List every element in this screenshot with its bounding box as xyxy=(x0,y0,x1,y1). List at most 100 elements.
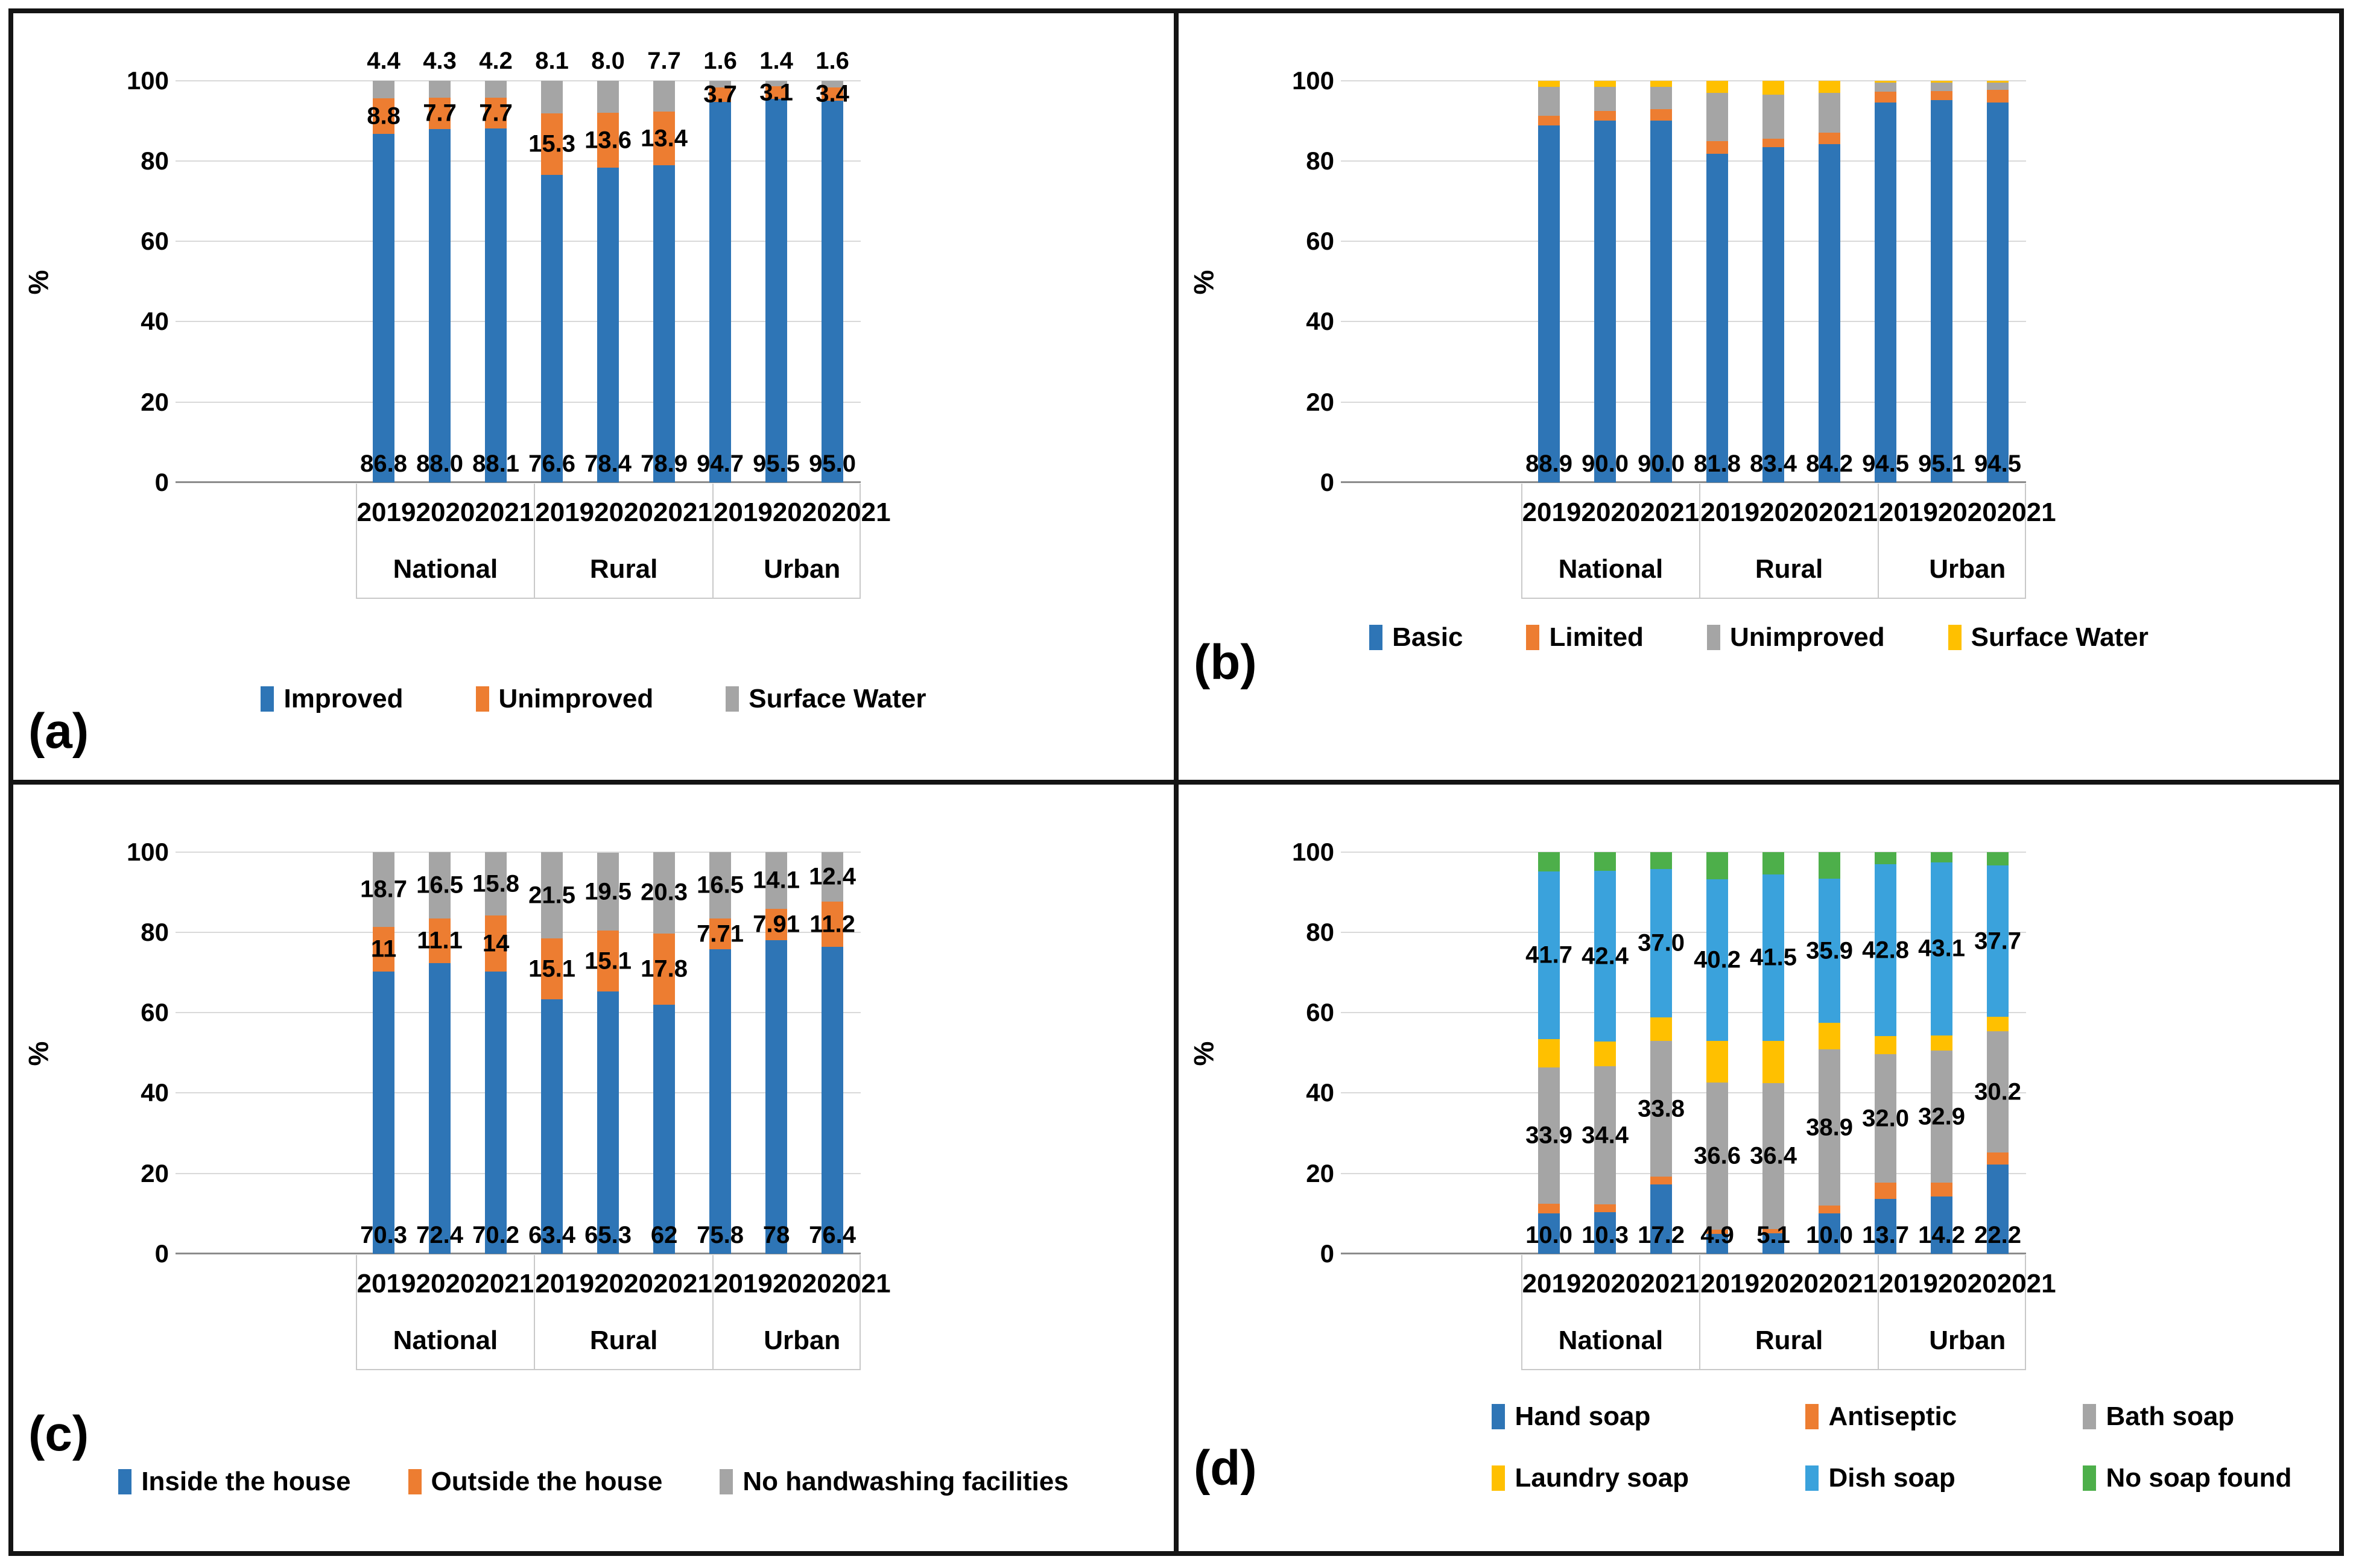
outside-the-house-segment xyxy=(485,915,507,972)
legend-row: Improved Unimproved Surface Water xyxy=(261,684,926,714)
basic-segment xyxy=(1875,103,1896,482)
legend-item: Limited xyxy=(1526,622,1644,653)
data-label: 70.2 xyxy=(472,1222,520,1249)
stacked-bar xyxy=(1987,80,2009,482)
bar-slot: 17.2 33.8 37.0 xyxy=(1633,852,1689,1254)
data-label: 37.7 xyxy=(1974,927,2022,954)
bath-soap-segment xyxy=(1538,1067,1560,1204)
no-handwashing-facilities-segment xyxy=(765,852,787,909)
hand-soap-segment xyxy=(1650,1184,1672,1254)
year-label: 2021 xyxy=(1640,497,1700,527)
outside-the-house-segment xyxy=(653,933,675,1005)
year-row: 2019 2020 2021 xyxy=(714,484,891,540)
panel-c: % 0 20 40 60 80 100 70.3 11 18.7 72.4 11.1 16.5 70.… xyxy=(13,785,1174,1551)
surface-water-segment xyxy=(709,80,731,87)
limited-segment xyxy=(1987,89,2009,103)
y-tick-label: 0 xyxy=(154,1239,169,1268)
data-label: 16.5 xyxy=(416,871,464,899)
data-label: 1.4 xyxy=(759,48,793,75)
no-soap-found-segment xyxy=(1931,852,1952,862)
stacked-bar xyxy=(1650,80,1672,482)
bar-slot: 88.0 7.7 4.3 xyxy=(412,49,468,482)
bar-slot: 14.2 32.9 43.1 xyxy=(1914,852,1970,1254)
legend-swatch xyxy=(2083,1465,2097,1491)
data-label: 8.0 xyxy=(591,48,625,75)
outside-the-house-segment xyxy=(373,927,394,972)
legend-row: Basic Limited Unimproved Surface Water xyxy=(1369,622,2149,653)
antiseptic-segment xyxy=(1987,1152,2009,1165)
y-tick-label: 60 xyxy=(141,998,169,1027)
bar-slot: 88.9 xyxy=(1521,80,1577,482)
data-label: 78 xyxy=(762,1222,790,1249)
antiseptic-segment xyxy=(1538,1203,1560,1214)
outside-the-house-segment xyxy=(429,918,451,963)
y-tick-label: 20 xyxy=(141,1159,169,1187)
no-handwashing-facilities-segment xyxy=(485,852,507,916)
year-row: 2019 2020 2021 xyxy=(535,1255,712,1312)
bath-soap-segment xyxy=(1762,1083,1784,1230)
laundry-soap-segment xyxy=(1987,1016,2009,1031)
stacked-bar xyxy=(597,852,619,1254)
laundry-soap-segment xyxy=(1650,1017,1672,1041)
year-row: 2019 2020 2021 xyxy=(357,484,534,540)
hand-soap-segment xyxy=(1762,1233,1784,1254)
panel-d: % 0 20 40 60 80 100 10.0 33.9 41.7 10.3 34.4 42.4 1… xyxy=(1179,785,2339,1551)
unimproved-segment xyxy=(709,87,731,103)
stacked-bar xyxy=(1819,80,1840,482)
limited-segment xyxy=(1875,91,1896,103)
axis-group-cell: 2019 2020 2021 Urban xyxy=(1877,484,2056,598)
y-axis-title: % xyxy=(1188,270,1220,295)
bar-slot: 78 7.91 14.1 xyxy=(749,852,805,1254)
year-label: 2021 xyxy=(1819,1268,1878,1298)
y-tick-label: 80 xyxy=(1306,147,1335,175)
bar-slot: 94.5 xyxy=(1858,80,1914,482)
laundry-soap-segment xyxy=(1538,1038,1560,1067)
stacked-bar xyxy=(1538,80,1560,482)
legend-label: Improved xyxy=(283,684,404,714)
year-label: 2019 xyxy=(1878,1268,1938,1298)
legend-swatch xyxy=(1492,1465,1506,1491)
year-row: 2019 2020 2021 xyxy=(1522,484,1700,540)
stacked-bar xyxy=(1819,852,1840,1254)
surface-water-segment xyxy=(822,80,843,87)
y-tick-label: 60 xyxy=(141,227,169,256)
legend-item: Basic xyxy=(1369,622,1463,653)
y-tick-label: 40 xyxy=(141,307,169,336)
inside-the-house-segment xyxy=(429,963,451,1254)
stacked-bar xyxy=(485,852,507,1254)
bar-slot: 10.3 34.4 42.4 xyxy=(1577,852,1633,1254)
legend-item: Bath soap xyxy=(2083,1402,2234,1432)
panel-b: % 0 20 40 60 80 100 88.9 90.0 90.0 81.8 83.4 84.2 9… xyxy=(1179,13,2339,780)
bar-slot: 95.1 xyxy=(1914,80,1970,482)
y-axis-title: % xyxy=(1188,1041,1220,1066)
basic-segment xyxy=(1594,121,1616,482)
surface-water-segment xyxy=(1538,80,1560,87)
year-label: 2020 xyxy=(1759,1268,1819,1298)
data-label: 78.9 xyxy=(641,450,688,478)
hand-soap-segment xyxy=(1594,1212,1616,1254)
gridline xyxy=(1341,1172,2026,1174)
antiseptic-segment xyxy=(1819,1205,1840,1214)
no-soap-found-segment xyxy=(1538,852,1560,871)
no-handwashing-facilities-segment xyxy=(541,852,563,939)
gridline xyxy=(1341,160,2026,162)
data-label: 8.1 xyxy=(535,48,569,75)
improved-segment xyxy=(373,133,394,482)
legend-swatch xyxy=(726,686,739,712)
gridline xyxy=(176,241,861,242)
stacked-bar xyxy=(485,80,507,482)
bath-soap-segment xyxy=(1931,1050,1952,1183)
data-label: 14 xyxy=(482,930,510,957)
x-axis-line xyxy=(1341,481,2026,483)
data-label: 94.7 xyxy=(697,450,744,478)
dish-soap-segment xyxy=(1875,864,1896,1036)
year-label: 2019 xyxy=(713,1268,773,1298)
data-label: 14.1 xyxy=(753,867,800,894)
data-label: 76.6 xyxy=(528,450,576,478)
legend-label: Surface Water xyxy=(749,684,926,714)
data-label: 3.1 xyxy=(759,79,793,106)
data-label: 65.3 xyxy=(584,1222,632,1249)
legend-item: Outside the house xyxy=(408,1467,662,1497)
data-label: 81.8 xyxy=(1694,450,1741,478)
dish-soap-segment xyxy=(1538,871,1560,1039)
